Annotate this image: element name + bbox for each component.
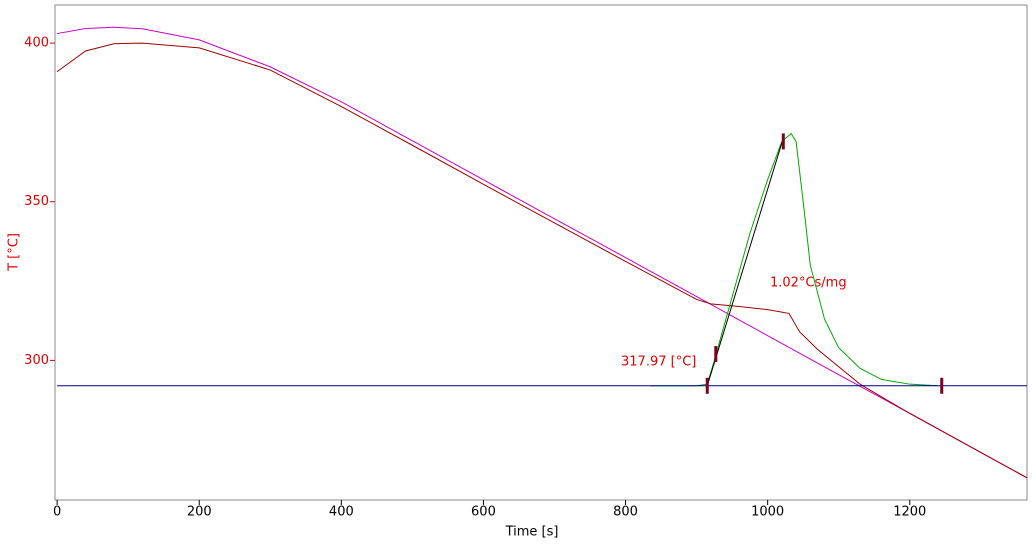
- y-tick-label: 400: [24, 36, 49, 51]
- annotation: 317.97 [°C]: [621, 355, 696, 370]
- x-tick-label: 600: [471, 505, 496, 520]
- y-axis-label: T [°C]: [7, 233, 22, 272]
- marker: [940, 377, 944, 394]
- x-tick-label: 0: [53, 505, 61, 520]
- annotation: 1.02°Cs/mg: [770, 276, 847, 291]
- y-tick-label: 300: [24, 353, 49, 368]
- series-line: [56, 42, 1028, 479]
- x-axis-label: Time [s]: [505, 525, 559, 540]
- x-tick-label: 800: [613, 505, 638, 520]
- marker: [781, 133, 785, 150]
- series-line: [650, 132, 939, 387]
- x-tick-label: 400: [329, 505, 354, 520]
- x-tick-label: 1000: [751, 505, 784, 520]
- marker: [714, 346, 718, 363]
- plot-frame: [54, 4, 1028, 501]
- series-line: [706, 138, 784, 386]
- x-tick-label: 1200: [893, 505, 926, 520]
- x-tick-label: 200: [187, 505, 212, 520]
- marker: [705, 377, 709, 394]
- series-line: [57, 26, 1028, 479]
- y-tick-label: 350: [24, 194, 49, 209]
